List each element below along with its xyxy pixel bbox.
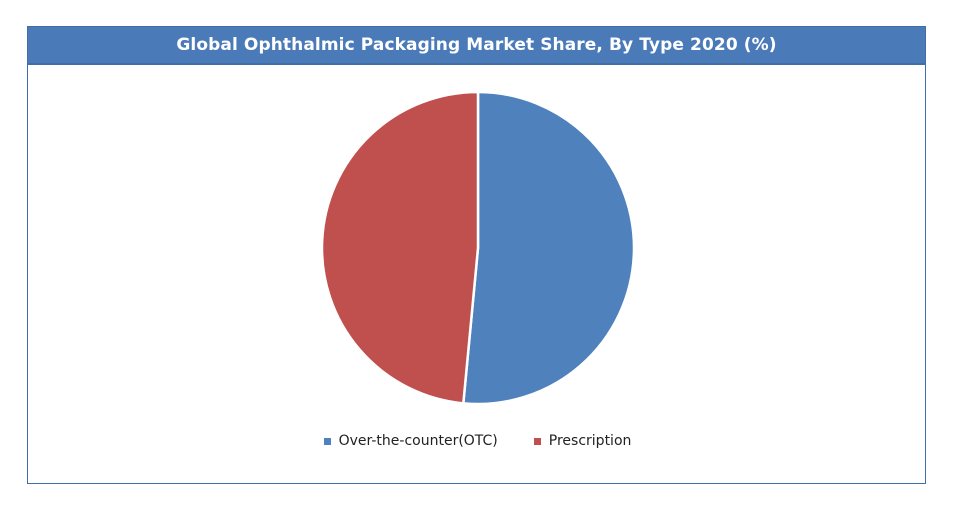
title-bar: Global Ophthalmic Packaging Market Share… (28, 27, 925, 65)
legend-swatch-prescription (533, 437, 541, 445)
pie-slices (320, 90, 636, 406)
pie-slice-over-the-counter-otc (462, 90, 636, 406)
legend-label-otc: Over-the-counter(OTC) (338, 433, 498, 449)
legend-label-prescription: Prescription (548, 433, 632, 449)
legend-item-otc: Over-the-counter(OTC) (323, 433, 498, 449)
legend-item-prescription: Prescription (533, 433, 632, 449)
chart-title: Global Ophthalmic Packaging Market Share… (176, 35, 777, 55)
pie-slice-prescription (320, 90, 480, 405)
pie-chart (320, 90, 636, 406)
legend: Over-the-counter(OTC) Prescription (28, 433, 927, 449)
chart-frame: Global Ophthalmic Packaging Market Share… (27, 26, 926, 484)
legend-swatch-otc (323, 437, 331, 445)
